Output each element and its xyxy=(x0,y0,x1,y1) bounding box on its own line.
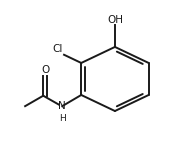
Text: H: H xyxy=(59,114,66,123)
Text: O: O xyxy=(41,65,49,75)
Text: OH: OH xyxy=(107,15,123,25)
Text: N: N xyxy=(58,101,66,111)
Text: Cl: Cl xyxy=(53,44,63,54)
